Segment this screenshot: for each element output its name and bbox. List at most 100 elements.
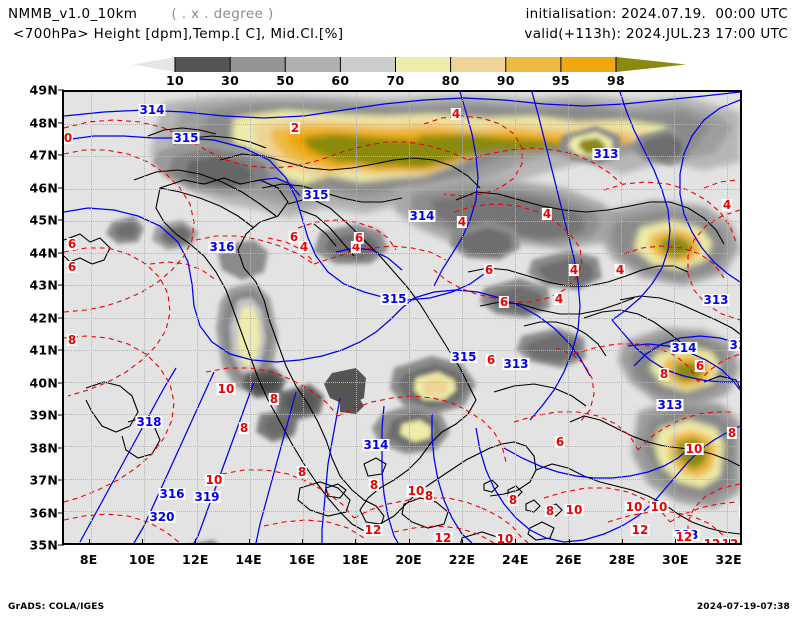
- colorbar-tick-30: 30: [221, 73, 240, 88]
- lat-tick: [58, 284, 64, 286]
- lat-label-49N: 49N: [29, 82, 58, 98]
- colorbar-tick-10: 10: [166, 73, 184, 88]
- temp-contour-label-4: 4: [541, 207, 553, 221]
- lon-tick: [142, 539, 143, 545]
- gridline-horizontal: [64, 285, 740, 287]
- temp-contour-label-6: 6: [485, 353, 497, 367]
- temp-contour-label-10: 10: [564, 503, 584, 517]
- lat-tick: [58, 512, 64, 513]
- height-contour-label-312: 312: [728, 339, 740, 351]
- lon-label-16E: 16E: [288, 552, 316, 567]
- lat-tick: [58, 154, 64, 156]
- gridline-horizontal: [64, 317, 740, 319]
- temp-contour-label-4: 4: [568, 263, 580, 277]
- colorbar-tick-80: 80: [441, 73, 460, 88]
- gridline-horizontal: [64, 156, 740, 158]
- temp-contour-label-10: 10: [406, 484, 426, 498]
- map-plot-area: 3143153163153153163143133163153133133143…: [62, 90, 742, 545]
- temp-contour-label-10: 10: [495, 532, 515, 545]
- model-name: NMMB_v1.0_10km: [8, 6, 138, 22]
- temp-contour-label-6: 6: [288, 230, 300, 244]
- lon-tick: [355, 539, 357, 545]
- gridline-horizontal: [64, 220, 740, 222]
- lon-tick: [195, 539, 197, 545]
- height-contour-label-314: 314: [138, 103, 166, 117]
- lat-label-46N: 46N: [29, 180, 58, 195]
- header-right: initialisation: 2024.07.19. 00:00 UTC va…: [524, 6, 788, 42]
- lat-tick: [58, 382, 64, 383]
- lat-label-39N: 39N: [29, 407, 58, 423]
- longitude-axis: 8E 10E 12E 14E 16E 18E 20E 22E 24E 26E 28E 30E 32E: [62, 539, 742, 567]
- temp-contour-label-2: 2: [289, 121, 301, 135]
- gridline-horizontal: [64, 188, 740, 190]
- height-contour-label-314: 314: [670, 341, 698, 355]
- height-contour-label-314: 314: [408, 209, 436, 223]
- height-contour-label-320: 320: [148, 510, 176, 524]
- colorbar-gradient: [133, 57, 686, 72]
- lon-label-32E: 32E: [715, 552, 742, 567]
- lon-tick: [515, 539, 517, 545]
- height-contour-label-315: 315: [380, 292, 408, 306]
- temp-contour-label-8: 8: [268, 392, 280, 406]
- colorbar: 10 30 50 60 70 80 90 95 98: [133, 57, 686, 89]
- lon-tick: [622, 539, 623, 545]
- colorbar-tick-70: 70: [386, 73, 405, 88]
- lon-label-14E: 14E: [235, 552, 262, 567]
- temp-contour-label-14: 14: [738, 506, 740, 518]
- lon-label-24E: 24E: [502, 552, 529, 567]
- temp-contour-label-12: 12: [720, 538, 740, 543]
- gridline-horizontal: [64, 381, 740, 383]
- lat-tick: [58, 544, 64, 546]
- height-contour-label-313: 313: [702, 293, 730, 307]
- temp-contour-label-4: 4: [350, 240, 362, 254]
- lon-label-18E: 18E: [342, 552, 369, 567]
- temp-contour-label-8: 8: [238, 421, 250, 435]
- temp-contour-label-12: 12: [674, 530, 694, 544]
- colorbar-tick-95: 95: [551, 73, 570, 88]
- lon-tick: [675, 539, 677, 545]
- temp-contour-label-10: 10: [624, 500, 644, 514]
- temp-contour-label-8: 8: [296, 465, 308, 479]
- footer-timestamp: 2024-07-19-07:38: [696, 602, 790, 612]
- height-contour-label-316: 316: [208, 240, 236, 254]
- gridline-horizontal: [64, 478, 740, 480]
- temp-contour-label-12: 12: [363, 523, 383, 537]
- lon-tick: [408, 539, 410, 545]
- gridline-horizontal: [64, 446, 740, 448]
- lat-label-45N: 45N: [29, 212, 58, 228]
- temp-contour-label-4: 4: [450, 107, 462, 121]
- lat-label-41N: 41N: [29, 342, 58, 358]
- colorbar-tick-90: 90: [496, 73, 515, 88]
- height-contour-label-316: 316: [158, 487, 186, 501]
- lon-label-8E: 8E: [79, 552, 98, 567]
- height-contour-label-315: 315: [302, 188, 330, 202]
- lat-tick: [58, 89, 64, 91]
- lon-tick: [462, 539, 463, 545]
- model-degree-note: ( . x . degree ): [171, 6, 274, 22]
- lat-tick: [58, 479, 64, 481]
- temp-contour-label-12: 12: [630, 523, 650, 537]
- temp-contour-label-4: 4: [721, 198, 733, 212]
- height-contour-label-315: 315: [450, 350, 478, 364]
- lat-label-44N: 44N: [29, 245, 58, 260]
- lat-tick: [58, 447, 64, 448]
- temp-contour-label-0: 0: [63, 131, 74, 145]
- colorbar-ticks: 10 30 50 60 70 80 90 95 98: [133, 72, 686, 89]
- lat-label-48N: 48N: [29, 115, 58, 130]
- temp-contour-label-12: 12: [702, 538, 722, 543]
- lat-label-35N: 35N: [29, 537, 58, 553]
- gridline-horizontal: [64, 253, 740, 255]
- temp-contour-label-6: 6: [483, 263, 495, 277]
- map-canvas: 3143153163153153163143133163153133133143…: [64, 92, 740, 543]
- gridline-horizontal: [64, 124, 740, 126]
- temp-contour-label-8: 8: [423, 489, 435, 503]
- lat-label-40N: 40N: [29, 375, 58, 390]
- temp-contour-label-12: 12: [433, 531, 453, 545]
- height-contour-label-313: 313: [656, 398, 684, 412]
- temp-contour-label-10: 10: [684, 442, 704, 456]
- temp-contour-label-6: 6: [694, 359, 706, 373]
- height-contour-label-319: 319: [193, 490, 221, 504]
- height-contour-label-314: 314: [362, 438, 390, 452]
- temp-contour-label-6: 6: [554, 435, 566, 449]
- initialisation-time: initialisation: 2024.07.19. 00:00 UTC: [525, 6, 788, 22]
